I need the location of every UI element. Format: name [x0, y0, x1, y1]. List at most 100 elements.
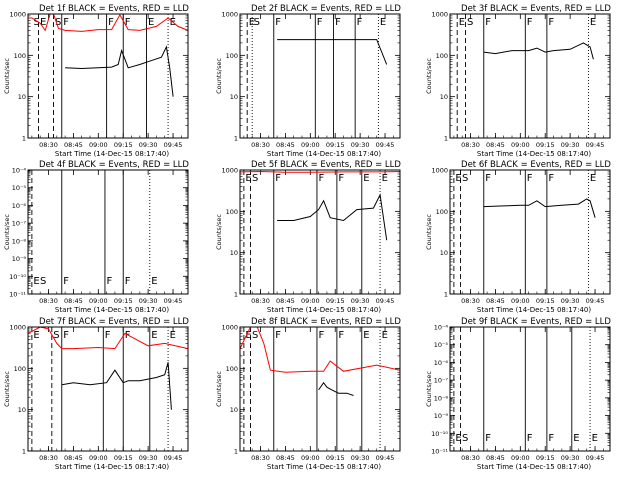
x-tick-label: 09:15	[114, 141, 133, 149]
marker-label-F: F	[485, 173, 491, 184]
y-tick-label: 10⁻⁴	[434, 324, 449, 332]
x-tick-label: 09:00	[301, 297, 320, 305]
x-axis-label: Start Time (14-Dec-15 08:17:40)	[477, 306, 591, 314]
x-tick-label: 09:45	[586, 297, 605, 305]
marker-label-E: E	[592, 433, 598, 444]
y-tick-label: 1000	[221, 324, 238, 332]
marker-label-E: E	[382, 173, 388, 184]
x-tick-label: 09:45	[586, 141, 605, 149]
x-tick-label: 08:45	[64, 297, 83, 305]
y-tick-label: 10⁻⁵	[12, 184, 27, 192]
x-axis-label: Start Time (14-Dec-15 08:17:40)	[477, 463, 591, 471]
marker-label-E: E	[249, 17, 255, 28]
y-tick-label: 10	[18, 93, 26, 101]
x-tick-label: 09:00	[89, 454, 108, 462]
marker-label-E: E	[590, 173, 596, 184]
panel-9: Det 9f BLACK = Events, RED = LLD Counts/s…	[425, 317, 611, 471]
x-tick-label: 08:45	[276, 141, 295, 149]
x-tick-label: 08:45	[64, 141, 83, 149]
x-tick-label: 09:00	[511, 454, 530, 462]
marker-label-F: F	[63, 330, 69, 341]
marker-label-E: E	[455, 173, 461, 184]
marker-label-S: S	[462, 173, 468, 184]
panel-8: Det 8f BLACK = Events, RED = LLD Counts/s…	[215, 317, 401, 471]
y-tick-label: 1000	[431, 167, 448, 175]
marker-label-S: S	[55, 17, 61, 28]
y-axis-label: Counts/sec	[425, 371, 433, 407]
x-axis-label: Start Time (14-Dec-15 08:17:40)	[267, 150, 381, 158]
panel-7: Det 7f BLACK = Events, RED = LLD Counts/s…	[3, 317, 189, 471]
y-axis-label: Counts/sec	[425, 58, 433, 94]
x-tick-label: 09:45	[376, 454, 395, 462]
marker-label-E: E	[459, 17, 465, 28]
marker-label-F: F	[317, 17, 323, 28]
x-tick-label: 08:45	[276, 454, 295, 462]
plot-frame	[239, 13, 401, 139]
y-tick-label: 1	[22, 448, 26, 456]
y-tick-label: 1	[234, 291, 238, 299]
y-tick-label: 10⁻¹⁰	[9, 273, 26, 281]
marker-label-E: E	[40, 17, 46, 28]
marker-label-E: E	[245, 330, 251, 341]
y-tick-label: 1	[22, 135, 26, 143]
x-tick-label: 08:45	[486, 141, 505, 149]
marker-label-F: F	[485, 17, 491, 28]
x-tick-label: 09:00	[511, 141, 530, 149]
series-line-events	[483, 42, 594, 60]
y-tick-label: 10	[230, 406, 238, 414]
panel-4: Det 4f BLACK = Events, RED = LLD Counts/s…	[3, 160, 189, 314]
x-tick-label: 09:00	[89, 141, 108, 149]
y-tick-label: 100	[14, 52, 26, 60]
x-tick-label: 09:00	[89, 297, 108, 305]
x-axis-label: Start Time (14-Dec-15 08:17:40)	[55, 306, 169, 314]
y-tick-label: 100	[436, 208, 448, 216]
y-tick-label: 100	[226, 365, 238, 373]
x-tick-label: 09:15	[536, 454, 555, 462]
x-axis-label: Start Time (14-Dec-15 08:17:40)	[55, 150, 169, 158]
marker-label-E: E	[380, 17, 386, 28]
x-tick-label: 09:15	[536, 141, 555, 149]
x-tick-label: 08:45	[486, 454, 505, 462]
y-tick-label: 1	[444, 135, 448, 143]
x-tick-label: 08:30	[461, 297, 480, 305]
marker-label-E: E	[148, 17, 154, 28]
marker-label-F: F	[108, 17, 114, 28]
y-tick-label: 1000	[221, 11, 238, 19]
x-tick-label: 09:30	[561, 297, 580, 305]
y-tick-label: 10	[230, 93, 238, 101]
marker-label-S: S	[40, 276, 46, 287]
marker-label-S: S	[33, 17, 39, 28]
x-tick-label: 09:00	[511, 297, 530, 305]
x-axis-label: Start Time (14-Dec-15 08:17:40)	[267, 463, 381, 471]
y-tick-label: 100	[436, 52, 448, 60]
marker-label-F: F	[125, 276, 131, 287]
marker-label-S: S	[254, 17, 260, 28]
marker-label-F: F	[275, 17, 281, 28]
x-tick-label: 08:30	[461, 141, 480, 149]
y-tick-label: 10⁻⁴	[12, 167, 27, 175]
y-tick-label: 10	[440, 249, 448, 257]
marker-label-F: F	[275, 173, 281, 184]
y-tick-label: 10⁻⁷	[12, 220, 27, 228]
plot-frame	[449, 169, 611, 295]
panel-6: Det 6f BLACK = Events, RED = LLD Counts/s…	[425, 160, 611, 314]
y-axis-label: Counts/sec	[3, 58, 11, 94]
x-tick-label: 09:15	[114, 297, 133, 305]
y-tick-label: 10	[18, 406, 26, 414]
y-tick-label: 10⁻⁹	[434, 412, 449, 420]
x-tick-label: 09:30	[139, 141, 158, 149]
series-line-events	[318, 381, 354, 396]
marker-label-E: E	[33, 276, 39, 287]
marker-label-S: S	[53, 330, 59, 341]
x-tick-label: 08:30	[39, 454, 58, 462]
marker-label-F: F	[63, 17, 69, 28]
panel-1: Det 1f BLACK = Events, RED = LLD Counts/s…	[3, 4, 189, 158]
x-tick-label: 09:45	[164, 141, 183, 149]
marker-label-F: F	[318, 330, 324, 341]
marker-label-F: F	[527, 173, 533, 184]
marker-label-F: F	[335, 17, 341, 28]
x-tick-label: 08:45	[64, 454, 83, 462]
marker-label-S: S	[252, 330, 258, 341]
marker-label-F: F	[548, 433, 554, 444]
